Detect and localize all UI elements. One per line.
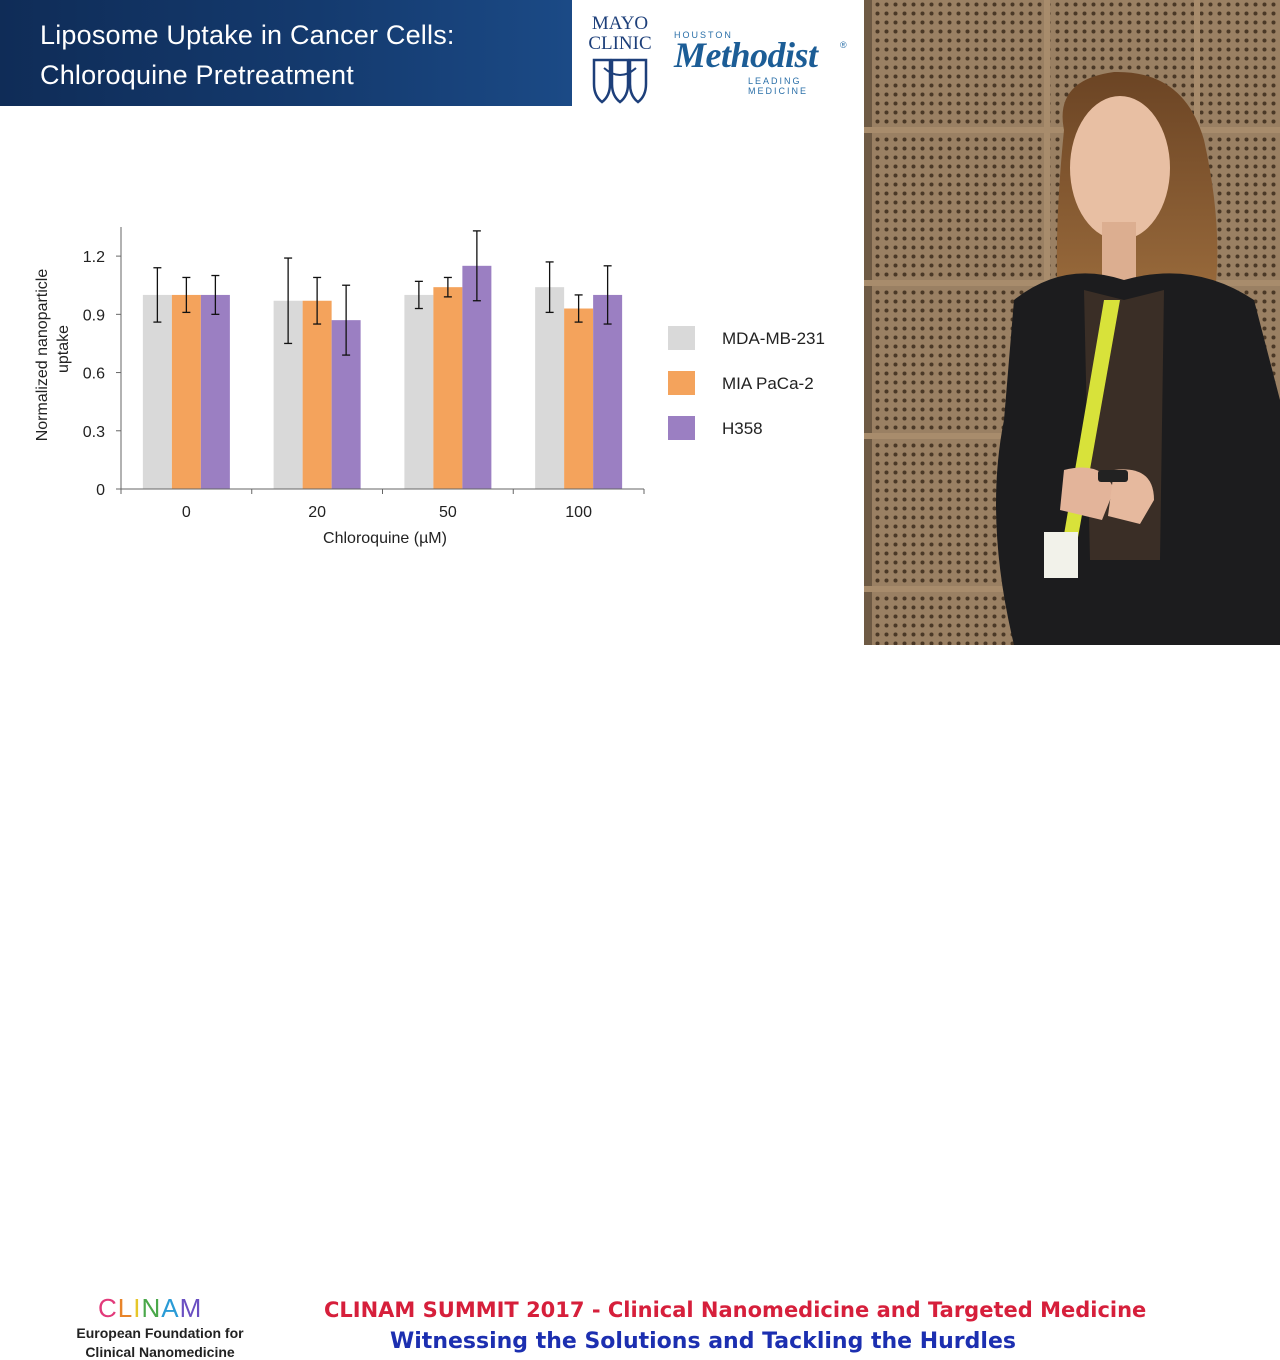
- methodist-logo-tagline: LEADING MEDICINE: [748, 76, 809, 96]
- x-axis-title: Chloroquine (µM): [323, 530, 447, 547]
- mayo-logo-word-1: MAYO: [591, 13, 649, 34]
- legend-swatch: [668, 326, 695, 350]
- y-axis-title-line-1: Normalized nanoparticle: [34, 269, 51, 442]
- title-banner: Liposome Uptake in Cancer Cells: Chloroq…: [0, 0, 572, 106]
- clinam-logo-letter: M: [179, 1293, 203, 1323]
- bar-mia-paca-2-20: [302, 300, 332, 489]
- legend-label: MIA PaCa-2: [722, 374, 814, 393]
- y-tick-label: 0.3: [83, 424, 105, 441]
- bar-mda-mb-231-50: [404, 294, 434, 489]
- methodist-logo-houston: HOUSTON: [674, 30, 733, 40]
- mayo-clinic-logo: MAYO CLINIC: [580, 12, 660, 104]
- clinam-subtitle-line-1: European Foundation for: [76, 1325, 244, 1341]
- clinam-logo-letter: A: [161, 1293, 180, 1323]
- conference-banner: CLINAM European Foundation for Clinical …: [0, 645, 1280, 1360]
- x-tick-label: 0: [182, 504, 191, 521]
- mayo-shield-icon: [592, 58, 648, 104]
- presentation-slide: Liposome Uptake in Cancer Cells: Chloroq…: [0, 0, 864, 645]
- mayo-logo-word-2: CLINIC: [588, 33, 652, 54]
- banner-tagline: Witnessing the Solutions and Tackling th…: [390, 1329, 1016, 1354]
- bar-h358-100: [593, 294, 623, 489]
- legend-label: H358: [722, 419, 763, 438]
- bar-chart: 0 0.3 0.6 0.9 1.2 0 20 50 100 MDA-MB-231 MIA PaCa…: [34, 227, 825, 547]
- x-tick-label: 20: [308, 504, 326, 521]
- houston-methodist-logo: HOUSTON Methodist ® LEADING MEDICINE: [672, 30, 852, 96]
- legend-label: MDA-MB-231: [722, 329, 825, 348]
- legend-swatch: [668, 416, 695, 440]
- bar-mda-mb-231-100: [535, 287, 565, 489]
- clinam-logo-letter: C: [98, 1293, 118, 1323]
- clinam-logo: CLINAM: [98, 1293, 202, 1324]
- y-tick-label: 0: [96, 482, 105, 499]
- clinam-logo-letter: I: [133, 1293, 142, 1323]
- methodist-logo-trademark: ®: [840, 40, 847, 50]
- y-tick-label: 1.2: [83, 249, 105, 266]
- y-tick-label: 0.9: [83, 307, 105, 324]
- methodist-logo-name: Methodist: [674, 35, 818, 75]
- bar-mda-mb-231-0: [142, 294, 172, 489]
- clinam-logo-letter: L: [117, 1293, 134, 1323]
- y-tick-label: 0.6: [83, 366, 105, 383]
- bar-mia-paca-2-0: [171, 294, 201, 489]
- bar-mia-paca-2-50: [433, 287, 463, 489]
- clinam-subtitle-line-2: Clinical Nanomedicine: [85, 1344, 235, 1360]
- clinam-logo-letter: N: [141, 1293, 162, 1323]
- slide-title-line-1: Liposome Uptake in Cancer Cells:: [40, 20, 455, 50]
- speaker-video-area: [864, 0, 1280, 645]
- y-axis-title-line-2: uptake: [55, 325, 72, 373]
- bar-h358-0: [200, 294, 230, 489]
- banner-summit-title: CLINAM SUMMIT 2017 - Clinical Nanomedici…: [324, 1298, 1147, 1322]
- bar-h358-50: [462, 265, 492, 489]
- x-tick-label: 50: [439, 504, 457, 521]
- slide-title-line-2: Chloroquine Pretreatment: [40, 60, 354, 90]
- x-tick-label: 100: [565, 504, 592, 521]
- legend-swatch: [668, 371, 695, 395]
- speaker-illustration: [864, 0, 1280, 645]
- bar-mia-paca-2-100: [564, 308, 594, 489]
